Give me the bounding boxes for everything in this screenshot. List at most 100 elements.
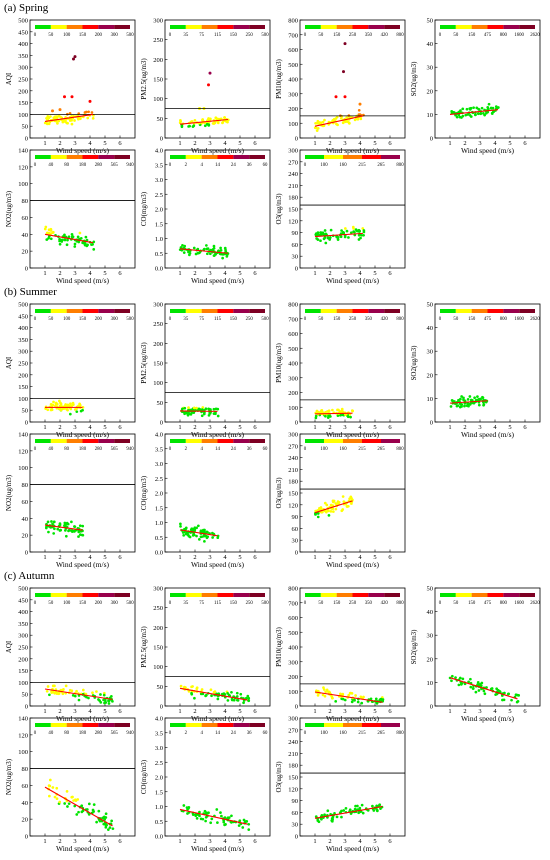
legend-swatch <box>170 25 186 29</box>
legend-swatch <box>233 25 250 29</box>
legend-tick-label: 24 <box>231 163 236 168</box>
legend-tick-label: 150 <box>230 317 238 322</box>
data-point <box>49 237 53 241</box>
y-tick-label: 150 <box>18 668 28 675</box>
x-tick-label: 4 <box>493 708 497 715</box>
y-tick-label: 0 <box>295 266 298 273</box>
x-tick-label: 5 <box>238 838 241 845</box>
y-tick-label: 60 <box>292 242 299 249</box>
data-point <box>331 408 334 412</box>
data-point <box>187 412 191 416</box>
legend-tick-label: 420 <box>381 317 389 322</box>
legend-tick-label: 500 <box>261 601 269 606</box>
data-point <box>99 693 102 696</box>
data-point <box>194 812 198 816</box>
data-point <box>203 528 206 532</box>
legend-tick-label: 50 <box>318 317 323 322</box>
data-point <box>192 527 195 531</box>
data-point <box>345 116 349 119</box>
data-point <box>516 699 520 703</box>
legend-swatch <box>320 593 337 597</box>
data-point <box>194 252 198 256</box>
legend-swatch <box>35 439 51 443</box>
y-tick-label: 300 <box>153 586 163 593</box>
data-point <box>463 404 466 408</box>
legend-tick-label: 940 <box>126 163 134 168</box>
legend-swatch <box>98 439 115 443</box>
legend-swatch <box>82 723 99 727</box>
scatter-points <box>448 674 521 704</box>
data-point <box>85 244 89 248</box>
y-tick-label: 200 <box>153 341 163 348</box>
y-tick-label: 100 <box>18 181 28 188</box>
legend-tick-label: 0 <box>304 163 307 168</box>
data-point <box>375 702 379 705</box>
data-point <box>483 692 487 696</box>
legend-colorbar: 0 2 4 14 24 36 60 <box>169 439 268 452</box>
legend-tick-label: 115 <box>214 317 222 322</box>
legend-tick-label: 250 <box>349 317 357 322</box>
legend-tick-label: 36 <box>247 447 252 452</box>
x-axis-label: Wind speed (m/s) <box>191 714 245 723</box>
legend-swatch <box>185 309 202 313</box>
scatter-points <box>315 686 385 705</box>
data-point <box>454 676 457 679</box>
data-point <box>87 696 90 700</box>
legend-swatch <box>66 593 83 597</box>
data-point <box>53 527 56 531</box>
legend-swatch <box>455 593 472 597</box>
legend-swatch <box>320 309 337 313</box>
data-point <box>192 411 196 414</box>
data-point <box>327 509 330 513</box>
x-tick-label: 1 <box>43 270 46 277</box>
data-point <box>183 685 186 689</box>
data-point <box>497 106 500 109</box>
data-point <box>315 237 319 240</box>
data-point-outlier <box>334 95 338 99</box>
data-point <box>203 411 206 414</box>
data-point <box>507 692 511 696</box>
x-tick-label: 2 <box>193 708 196 715</box>
legend-swatch <box>114 155 130 159</box>
data-point <box>221 121 224 125</box>
data-point <box>45 122 49 126</box>
legend-tick-label: 565 <box>111 447 119 452</box>
y-tick-label: 3.5 <box>155 162 163 169</box>
legend-colorbar: 0 2 4 14 24 36 60 <box>169 723 268 736</box>
data-point <box>48 693 51 697</box>
data-point <box>235 691 239 695</box>
data-point <box>361 227 365 230</box>
legend-swatch <box>233 593 250 597</box>
x-tick-label: 6 <box>253 708 257 715</box>
data-point-outlier <box>58 108 62 112</box>
y-tick-label: 100 <box>18 680 28 687</box>
data-point <box>321 231 325 235</box>
y-tick-label: 0 <box>25 550 28 557</box>
data-point <box>179 524 182 528</box>
y-tick-label: 2.0 <box>155 775 163 782</box>
legend-colorbar: 0 50 150 475 800 1600 2620 <box>439 25 540 38</box>
data-point <box>187 689 191 693</box>
y-tick-label: 100 <box>288 689 298 696</box>
data-point <box>90 111 94 114</box>
data-point <box>204 819 207 823</box>
data-point <box>193 696 196 700</box>
x-tick-label: 1 <box>43 838 46 845</box>
x-tick-label: 3 <box>73 270 76 277</box>
x-tick-label: 3 <box>208 270 211 277</box>
data-point <box>467 680 470 684</box>
data-point <box>458 115 462 119</box>
x-tick-label: 5 <box>373 838 376 845</box>
y-tick-label: 20 <box>427 372 434 379</box>
data-point <box>45 238 49 241</box>
data-point <box>51 231 55 234</box>
legend-swatch <box>343 155 362 159</box>
data-point <box>190 120 194 123</box>
legend-swatch <box>233 309 250 313</box>
data-point <box>342 231 346 235</box>
data-point <box>197 524 200 528</box>
panel-spring-pm25: 0 50 100 150 200 250 300 1 2 3 4 5 6 Wind speed (m/s)… <box>140 18 271 155</box>
x-tick-label: 6 <box>388 140 392 147</box>
